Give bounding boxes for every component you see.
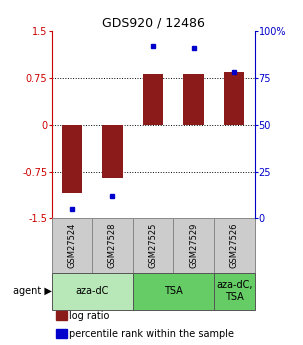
Bar — [184, 73, 204, 125]
Text: GSM27528: GSM27528 — [108, 223, 117, 268]
FancyBboxPatch shape — [52, 218, 92, 273]
FancyBboxPatch shape — [92, 218, 133, 273]
Title: GDS920 / 12486: GDS920 / 12486 — [102, 17, 205, 30]
FancyBboxPatch shape — [173, 218, 214, 273]
Text: aza-dC: aza-dC — [75, 286, 109, 296]
Bar — [55, 329, 67, 338]
Bar — [143, 73, 163, 125]
Bar — [102, 125, 123, 178]
FancyBboxPatch shape — [214, 218, 255, 273]
Text: GSM27529: GSM27529 — [189, 223, 198, 268]
Bar — [62, 125, 82, 193]
Text: aza-dC,
TSA: aza-dC, TSA — [216, 280, 252, 302]
Text: agent ▶: agent ▶ — [13, 286, 52, 296]
Bar — [224, 72, 245, 125]
FancyBboxPatch shape — [133, 218, 173, 273]
Text: log ratio: log ratio — [69, 311, 109, 321]
Text: percentile rank within the sample: percentile rank within the sample — [69, 329, 234, 339]
Text: TSA: TSA — [164, 286, 183, 296]
Bar — [55, 312, 67, 321]
Text: GSM27526: GSM27526 — [230, 223, 239, 268]
FancyBboxPatch shape — [214, 273, 255, 309]
FancyBboxPatch shape — [133, 273, 214, 309]
Text: GSM27524: GSM27524 — [67, 223, 76, 268]
Text: GSM27525: GSM27525 — [148, 223, 158, 268]
FancyBboxPatch shape — [52, 273, 133, 309]
